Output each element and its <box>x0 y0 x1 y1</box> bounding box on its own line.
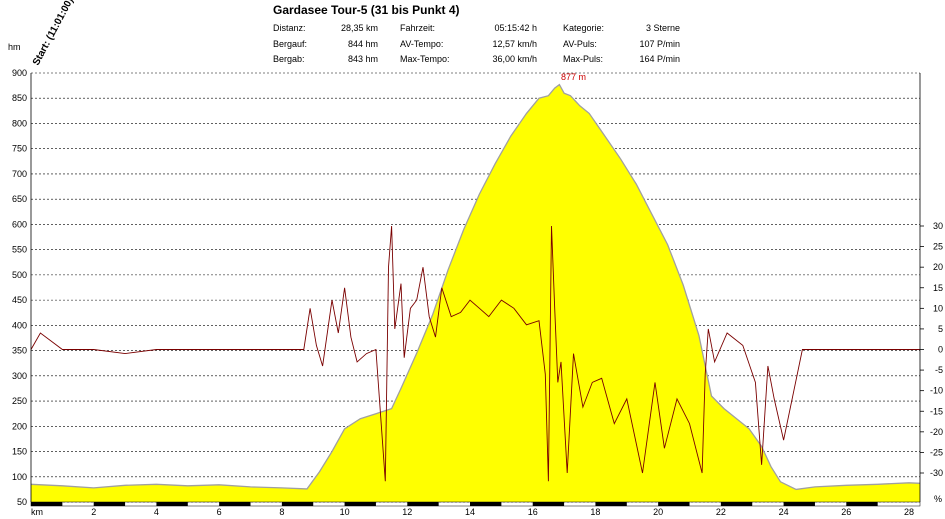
x-tick-label-16: 16 <box>528 507 538 517</box>
axes <box>30 73 924 507</box>
x-tick-label-20: 20 <box>653 507 663 517</box>
y2-tick-label--25: -25 <box>930 447 943 457</box>
km-bar-segment <box>720 502 753 506</box>
x-tick-label-28: 28 <box>904 507 914 517</box>
y-tick-label-200: 200 <box>12 421 27 431</box>
stat-label-distanz: Distanz: <box>273 23 306 33</box>
stat-label-bergab: Bergab: <box>273 54 305 64</box>
stat-value-max-tempo: 36,00 km/h <box>492 54 537 64</box>
km-bar-frame <box>30 501 921 507</box>
stat-label-av-puls: AV-Puls: <box>563 39 597 49</box>
gradient-line <box>30 225 920 482</box>
stat-label-av-tempo: AV-Tempo: <box>400 39 444 49</box>
stat-label-max-puls: Max-Puls: <box>563 54 604 64</box>
y-axis-label: hm <box>8 42 21 52</box>
x-tick-label-10: 10 <box>340 507 350 517</box>
stat-label-fahrzeit: Fahrzeit: <box>400 23 436 33</box>
y-tick-label-650: 650 <box>12 194 27 204</box>
y2-tick-label-10: 10 <box>933 303 943 313</box>
y2-tick-label-15: 15 <box>933 283 943 293</box>
y-tick-label-600: 600 <box>12 219 27 229</box>
y-tick-label-850: 850 <box>12 93 27 103</box>
tick-labels: 5010015020025030035040045050055060065070… <box>12 68 943 517</box>
km-bar-segment <box>281 502 314 506</box>
stat-label-bergauf: Bergauf: <box>273 39 308 49</box>
peak-elevation-label: 877 m <box>561 72 586 82</box>
km-bar-segment <box>31 502 63 506</box>
y2-tick-label-5: 5 <box>938 324 943 334</box>
stat-value-av-puls: 107 P/min <box>639 39 680 49</box>
x-tick-label-14: 14 <box>465 507 475 517</box>
y-tick-label-400: 400 <box>12 320 27 330</box>
y2-axis-label: % <box>934 494 942 504</box>
stat-value-bergab: 843 hm <box>347 54 378 64</box>
x-tick-label-18: 18 <box>590 507 600 517</box>
y-tick-label-350: 350 <box>12 346 27 356</box>
start-time-label: Start: (11:01:00) <box>31 0 76 67</box>
y-tick-label-550: 550 <box>12 245 27 255</box>
x-tick-label-4: 4 <box>154 507 159 517</box>
stat-value-distanz: 28,35 km <box>340 23 378 33</box>
y-tick-label-700: 700 <box>12 169 27 179</box>
x-tick-label-6: 6 <box>217 507 222 517</box>
y-tick-label-900: 900 <box>12 68 27 78</box>
km-bar-segment <box>595 502 627 506</box>
stat-value-fahrzeit: 05:15:42 h <box>494 23 537 33</box>
stat-value-max-puls: 164 P/min <box>639 54 680 64</box>
y2-tick-label-25: 25 <box>933 242 943 252</box>
elevation-line <box>30 83 921 491</box>
km-bar-segment <box>846 502 878 506</box>
y2-tick-label-0: 0 <box>938 345 943 355</box>
km-bar-segment <box>344 502 376 506</box>
y-tick-label-150: 150 <box>12 447 27 457</box>
y-tick-label-100: 100 <box>12 472 27 482</box>
y2-tick-label--5: -5 <box>935 365 943 375</box>
elevation-area <box>31 84 920 502</box>
km-bar-segment <box>219 502 251 506</box>
y2-tick-label--20: -20 <box>930 427 943 437</box>
x-tick-label-24: 24 <box>779 507 789 517</box>
stat-label-kategorie: Kategorie: <box>563 23 605 33</box>
x-tick-label-8: 8 <box>279 507 284 517</box>
chart-title: Gardasee Tour-5 (31 bis Punkt 4) <box>273 3 460 17</box>
y-tick-label-750: 750 <box>12 144 27 154</box>
y-tick-label-450: 450 <box>12 295 27 305</box>
stat-value-kategorie: 3 Sterne <box>645 23 680 33</box>
y2-tick-label-20: 20 <box>933 262 943 272</box>
y-tick-label-800: 800 <box>12 118 27 128</box>
x-tick-label-2: 2 <box>91 507 96 517</box>
y-tick-label-250: 250 <box>12 396 27 406</box>
km-bar-segment <box>93 502 126 506</box>
stat-label-max-tempo: Max-Tempo: <box>400 54 450 64</box>
km-bar-segment <box>783 502 815 506</box>
y-tick-label-300: 300 <box>12 371 27 381</box>
y-tick-label-500: 500 <box>12 270 27 280</box>
y2-tick-label--30: -30 <box>930 468 943 478</box>
y-tick-label-50: 50 <box>17 497 27 507</box>
km-bar-segment <box>470 502 502 506</box>
x-axis-label: km <box>31 507 43 517</box>
y2-tick-label--10: -10 <box>930 386 943 396</box>
stat-value-av-tempo: 12,57 km/h <box>492 39 537 49</box>
km-bar-segment <box>407 502 439 506</box>
y2-tick-label--15: -15 <box>930 406 943 416</box>
y2-tick-label-30: 30 <box>933 221 943 231</box>
km-bar-segment <box>658 502 690 506</box>
x-tick-label-26: 26 <box>841 507 851 517</box>
km-bar-segment <box>156 502 188 506</box>
km-bar-segment <box>532 502 565 506</box>
x-tick-label-12: 12 <box>402 507 412 517</box>
x-tick-label-22: 22 <box>716 507 726 517</box>
stat-value-bergauf: 844 hm <box>347 39 378 49</box>
